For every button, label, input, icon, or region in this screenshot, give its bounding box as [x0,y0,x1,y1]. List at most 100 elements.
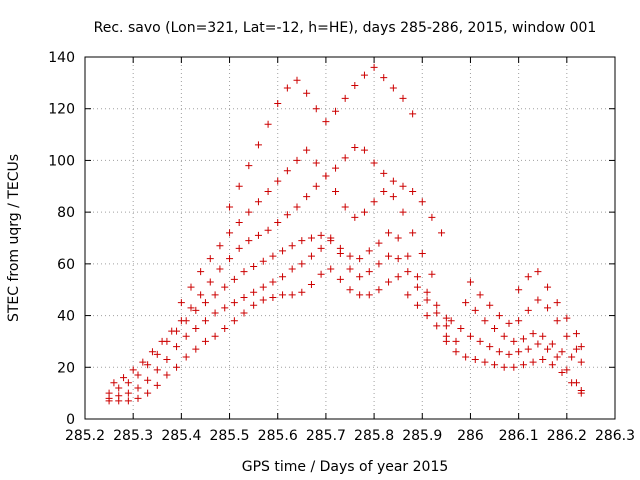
data-point [336,244,344,252]
data-point [269,293,277,301]
data-point [211,291,219,299]
data-point [423,296,431,304]
data-point [394,255,402,263]
data-point [182,353,190,361]
series-arc-9 [462,299,585,366]
data-point [115,392,123,400]
data-point [307,281,315,289]
data-point [515,286,523,294]
data-point [563,314,571,322]
data-point [577,343,585,351]
data-point [187,304,195,312]
data-point [360,146,368,154]
chart-title: Rec. savo (Lon=321, Lat=-12, h=HE), days… [94,20,597,36]
y-tick-label: 0 [66,412,75,428]
data-point [264,120,272,128]
data-point [515,348,523,356]
data-point [399,208,407,216]
data-point [341,154,349,162]
x-tick-label: 286.3 [595,428,635,444]
data-point [399,182,407,190]
data-point [577,389,585,397]
data-point [534,340,542,348]
data-point [110,379,118,387]
data-point [356,273,364,281]
axes: 285.2 285.3 285.4 285.5 285.6 285.7 285.8 285.9… [48,50,635,444]
data-point [288,242,296,250]
data-point [332,187,340,195]
x-tick-label: 286.1 [499,428,539,444]
series-arc-7 [442,337,585,395]
data-point [201,299,209,307]
data-point [332,107,340,115]
data-point [481,317,489,325]
data-point [524,345,532,353]
data-point [346,252,354,260]
data-point [293,203,301,211]
data-point [375,286,383,294]
data-point [139,358,147,366]
data-point [332,164,340,172]
data-points [105,63,585,405]
data-point [153,366,161,374]
data-point [428,270,436,278]
data-point [163,356,171,364]
data-point [375,239,383,247]
data-point [120,374,128,382]
data-point [510,337,518,345]
data-point [221,283,229,291]
data-point [442,314,450,322]
x-tick-label: 286.2 [547,428,587,444]
data-point [380,74,388,82]
data-point [144,376,152,384]
data-point [442,337,450,345]
data-point [462,353,470,361]
data-point [351,213,359,221]
data-point [115,384,123,392]
data-point [269,252,277,260]
data-point [413,273,421,281]
data-point [572,379,580,387]
data-point [409,110,417,118]
data-point [134,371,142,379]
data-point [336,275,344,283]
data-point [447,317,455,325]
data-point [298,237,306,245]
data-point [495,348,503,356]
data-point [529,358,537,366]
data-point [327,237,335,245]
data-point [413,283,421,291]
data-point [182,332,190,340]
data-point [534,268,542,276]
data-point [240,293,248,301]
data-point [365,268,373,276]
data-point [529,330,537,338]
data-point [192,325,200,332]
data-point [124,397,132,405]
x-tick-label: 285.2 [65,428,105,444]
data-point [486,301,494,309]
data-point [370,198,378,206]
data-point [279,291,287,299]
data-point [360,208,368,216]
data-point [466,332,474,340]
data-point [298,288,306,296]
data-point [240,268,248,276]
data-point [279,273,287,281]
data-point [312,182,320,190]
data-point [385,252,393,260]
data-point [235,244,243,252]
data-point [505,350,513,358]
data-point [519,361,527,369]
data-point [173,363,181,371]
data-point [370,63,378,71]
data-point [423,288,431,296]
data-point [409,187,417,195]
x-tick-label: 285.8 [354,428,394,444]
data-point [274,100,282,108]
data-point [124,389,132,397]
data-point [307,234,315,242]
data-point [192,306,200,314]
data-point [548,361,556,369]
data-point [206,278,214,286]
